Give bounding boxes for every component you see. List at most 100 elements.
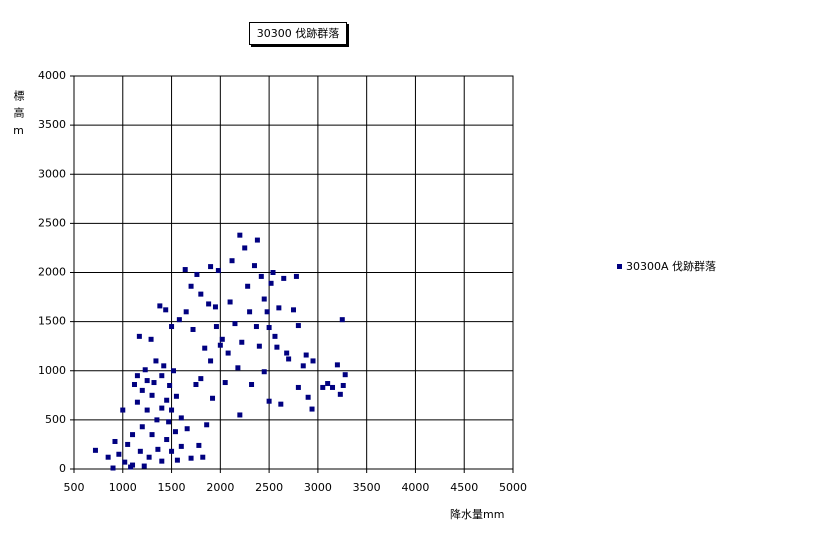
point: [208, 264, 214, 270]
point: [278, 401, 284, 407]
point: [276, 305, 282, 311]
point: [161, 363, 167, 369]
point: [281, 275, 287, 281]
point: [154, 417, 160, 423]
point: [305, 394, 311, 400]
point: [190, 326, 196, 332]
point: [153, 358, 159, 364]
y-tick-label: 4000: [38, 69, 66, 82]
point: [196, 442, 202, 448]
point: [213, 324, 219, 330]
point: [215, 268, 221, 274]
x-tick-label: 3000: [304, 481, 332, 494]
y-axis-label: 標高m: [12, 90, 25, 143]
point: [122, 459, 128, 465]
point: [310, 358, 316, 364]
point: [141, 463, 147, 469]
point: [249, 382, 255, 388]
point: [235, 365, 241, 371]
point: [300, 363, 306, 369]
point: [293, 273, 299, 279]
point: [188, 455, 194, 461]
y-tick-label: 3000: [38, 167, 66, 180]
point: [219, 336, 225, 342]
point: [139, 387, 145, 393]
y-tick-label: 2000: [38, 266, 66, 279]
point: [339, 317, 345, 323]
point: [272, 333, 278, 339]
chart-title: 30300 伐跡群落: [249, 22, 347, 45]
x-tick-label: 500: [64, 481, 85, 494]
point: [325, 381, 331, 387]
point: [112, 438, 118, 444]
x-tick-label: 4000: [401, 481, 429, 494]
point: [149, 432, 155, 438]
point: [178, 415, 184, 421]
point: [253, 324, 259, 330]
point: [183, 309, 189, 315]
point: [237, 232, 243, 238]
point: [227, 299, 233, 305]
legend-marker: [617, 264, 622, 269]
point: [149, 392, 155, 398]
point: [291, 307, 296, 313]
point: [266, 398, 272, 404]
point: [222, 380, 228, 386]
point: [105, 454, 111, 460]
point: [125, 441, 131, 447]
point: [232, 321, 238, 327]
point: [184, 426, 190, 432]
point: [208, 358, 214, 364]
point: [217, 342, 223, 348]
point: [178, 443, 184, 449]
point: [239, 339, 245, 345]
point: [171, 368, 177, 374]
point: [142, 367, 148, 373]
point: [146, 454, 152, 460]
point: [198, 376, 204, 382]
point: [193, 382, 199, 388]
point: [159, 373, 165, 379]
point: [134, 373, 140, 379]
point: [295, 384, 301, 390]
point: [159, 405, 165, 411]
point: [116, 451, 122, 457]
point: [303, 352, 309, 358]
point: [130, 462, 136, 468]
y-tick-label: 1500: [38, 315, 66, 328]
x-tick-label: 1000: [109, 481, 137, 494]
point: [173, 393, 179, 399]
point: [320, 384, 326, 390]
point: [157, 303, 163, 309]
legend-label: 30300A 伐跡群落: [626, 259, 716, 273]
point: [139, 424, 145, 430]
point: [270, 270, 276, 275]
point: [340, 382, 346, 388]
point: [212, 304, 218, 310]
x-tick-label: 5000: [499, 481, 527, 494]
point: [266, 325, 272, 331]
point: [258, 273, 264, 279]
point: [206, 301, 212, 307]
point: [167, 382, 173, 388]
point: [134, 399, 140, 405]
point: [334, 362, 340, 368]
point: [176, 317, 182, 323]
point: [144, 407, 150, 413]
point: [110, 465, 116, 471]
point: [163, 307, 169, 313]
point: [155, 446, 161, 452]
point: [286, 356, 292, 362]
point: [256, 343, 262, 349]
point: [330, 384, 336, 390]
point: [136, 333, 142, 339]
point: [130, 432, 136, 438]
point: [342, 372, 348, 378]
point: [237, 412, 243, 418]
point: [148, 336, 154, 342]
point: [337, 391, 343, 397]
x-tick-label: 1500: [158, 481, 186, 494]
point: [137, 448, 143, 454]
